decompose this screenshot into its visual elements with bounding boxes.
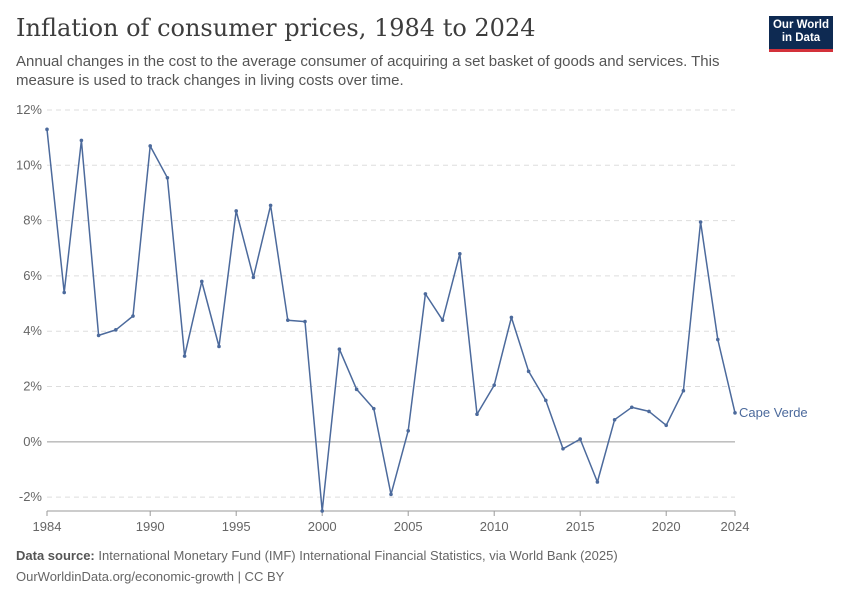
chart-subtitle: Annual changes in the cost to the averag…	[16, 53, 720, 89]
data-point	[733, 411, 737, 415]
data-point	[182, 354, 187, 358]
series-line-cape-verde	[46, 129, 736, 512]
data-point	[79, 138, 84, 143]
data-point	[544, 398, 548, 403]
data-point	[114, 328, 118, 332]
data-point	[303, 319, 307, 324]
y-tick-label: 8%	[23, 213, 42, 228]
owid-logo[interactable]: Our World in Data	[769, 16, 833, 52]
data-point	[251, 275, 256, 280]
data-point	[96, 333, 101, 338]
data-point	[595, 480, 600, 484]
logo-line-2: in Data	[781, 32, 821, 44]
data-point	[423, 292, 428, 296]
data-point	[561, 446, 565, 451]
y-tick-label: 10%	[16, 157, 42, 172]
y-tick-label: 6%	[23, 268, 42, 283]
source-text[interactable]: International Monetary Fund (IMF) Intern…	[98, 548, 618, 563]
data-point	[217, 344, 221, 349]
data-point	[526, 369, 531, 374]
data-point	[475, 412, 479, 417]
data-point	[200, 279, 204, 284]
y-tick-label: 2%	[23, 379, 42, 394]
x-tick-label: 1990	[136, 519, 165, 534]
x-tick-label: 2005	[394, 519, 423, 534]
data-point	[62, 290, 66, 295]
line-chart: -2% 0% 2% 4% 6% 8% 10% 12% 1984 1990 1995 2000 2005 2…	[16, 102, 808, 534]
data-point	[698, 220, 703, 224]
data-point	[664, 423, 668, 428]
x-tick-label: 2024	[721, 519, 750, 534]
data-point	[45, 127, 49, 132]
source-label: Data source:	[16, 548, 95, 563]
x-tick-label: 2020	[652, 519, 681, 534]
data-point	[372, 406, 376, 411]
data-source: Data source: International Monetary Fund…	[16, 548, 618, 563]
data-point	[131, 314, 135, 318]
data-point	[578, 437, 582, 441]
chart-title: Inflation of consumer prices, 1984 to 20…	[16, 14, 536, 42]
data-point	[148, 144, 152, 148]
y-tick-label: 12%	[16, 102, 42, 117]
data-point	[440, 318, 445, 322]
data-point	[681, 388, 686, 393]
x-tick-label: 2015	[566, 519, 595, 534]
series-label-cape-verde: Cape Verde	[739, 405, 808, 420]
x-tick-label: 2000	[308, 519, 337, 534]
data-point	[716, 337, 720, 342]
x-tick-label: 2010	[480, 519, 509, 534]
data-point	[165, 175, 170, 180]
y-tick-label: 0%	[23, 434, 42, 449]
data-point	[612, 417, 617, 422]
data-point	[320, 509, 325, 513]
data-point	[630, 405, 634, 410]
data-point	[509, 315, 514, 320]
x-tick-label: 1984	[33, 519, 62, 534]
data-point	[389, 492, 393, 497]
credit-link[interactable]: OurWorldinData.org/economic-growth | CC …	[16, 569, 285, 584]
logo-line-1: Our World	[772, 19, 829, 31]
y-tick-label: 4%	[23, 323, 42, 338]
data-point	[492, 383, 497, 387]
data-point	[458, 252, 462, 256]
x-tick-label: 1995	[222, 519, 251, 534]
data-point	[406, 429, 411, 433]
data-point	[647, 409, 651, 414]
y-tick-label: -2%	[19, 489, 43, 504]
data-point	[354, 387, 359, 392]
data-point	[286, 318, 290, 322]
data-point	[337, 347, 342, 352]
data-point	[268, 203, 273, 208]
data-point	[234, 209, 238, 213]
